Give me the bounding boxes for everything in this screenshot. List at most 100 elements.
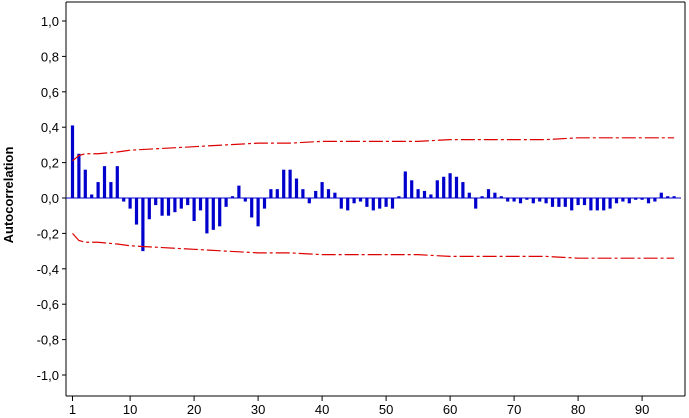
acf-bar [506,198,510,202]
acf-bar [525,198,529,200]
y-tick-label: 1,0 [41,14,59,29]
acf-bar [429,194,433,198]
acf-bar [474,198,478,209]
acf-bar [576,198,580,206]
acf-bar [122,198,126,202]
x-tick-label: 1 [69,402,76,417]
acf-bar [109,182,113,198]
acf-bar [224,198,228,207]
acf-bar [288,169,292,198]
acf-bar [211,198,215,230]
acf-bar [621,198,625,202]
x-tick-label: 70 [507,402,521,417]
acf-bar [166,198,171,216]
acf-bar [77,153,81,198]
acf-bar [358,198,363,202]
acf-bar [192,198,196,222]
acf-bar [486,189,491,198]
acf-bar [275,189,279,198]
acf-bar [301,189,305,198]
acf-bar [269,189,273,198]
y-tick-label: -0,2 [37,226,59,241]
acf-bar [307,198,311,204]
acf-bar [531,198,535,204]
acf-bar [544,198,548,204]
x-tick-label: 40 [315,402,329,417]
acf-bar [339,198,343,209]
acf-bar [205,198,209,234]
acf-bar [646,198,651,204]
acf-bar [147,198,151,220]
acf-bar [173,198,177,213]
acf-bar [384,198,388,207]
x-tick-label: 80 [571,402,585,417]
acf-bar [653,198,657,202]
acf-bar [659,192,663,198]
acf-bar [640,198,644,200]
acf-bar [320,182,324,198]
acf-bar [333,192,337,198]
acf-bar [154,198,158,206]
acf-bar [134,198,139,225]
acf-bar [666,196,670,198]
acf-bar [422,190,427,198]
y-tick-label: 0,8 [41,49,59,64]
acf-bar [314,190,318,198]
acf-bar [397,196,401,198]
y-tick-label: 0,0 [41,191,59,206]
acf-bar [518,198,523,204]
acf-bar [218,198,222,227]
acf-bar [512,198,516,202]
y-axis-title: Autocorrelation [1,147,16,244]
ticks: -1,0 -0,8 -0,6 -0,4 -0,2 0,0 0,2 0,4 0,6 0,8 1,0 1 1… [37,14,650,417]
acf-bar [346,198,350,211]
acf-bar [557,198,561,207]
lower-confidence-limit [72,232,675,259]
acf-bar [435,180,439,198]
acf-bar [378,198,382,209]
acf-bar [454,176,459,198]
acf-bar [493,192,497,198]
acf-bar [230,196,235,198]
acf-bar [179,198,183,209]
acf-bar [96,182,100,198]
acf-bar [128,198,132,209]
acf-bar [352,198,356,204]
upper-confidence-limit [72,137,675,162]
acf-bar [90,194,94,198]
y-tick-label: -1,0 [37,368,59,383]
acf-bar [499,196,503,198]
x-tick-label: 60 [443,402,457,417]
acf-bar [416,189,420,198]
acf-bar [326,189,331,198]
y-tick-label: -0,6 [37,297,59,312]
acf-bar [480,196,484,198]
y-tick-label: -0,8 [37,333,59,348]
acf-bar [550,198,555,207]
y-tick-label: 0,4 [41,120,59,135]
acf-bar [115,166,119,198]
acf-bar [582,198,587,206]
acf-bar [83,169,87,198]
acf-bar [102,166,107,198]
acf-bar [467,192,471,198]
acf-bar [410,180,414,198]
y-tick-label: -0,4 [37,262,59,277]
acf-bar [634,198,638,200]
acf-bar [237,185,241,198]
axes [65,1,686,397]
acf-bar [141,198,145,252]
acf-bar [627,198,631,204]
y-tick-label: 0,6 [41,85,59,100]
acf-bar [538,198,542,202]
acf-bar [160,198,164,216]
acf-bar [282,169,286,198]
acf-bar [461,182,465,198]
acf-bar [608,198,612,209]
acf-bar [448,173,452,198]
acf-bar [243,198,247,202]
x-tick-label: 20 [187,402,201,417]
acf-bar [198,198,203,211]
